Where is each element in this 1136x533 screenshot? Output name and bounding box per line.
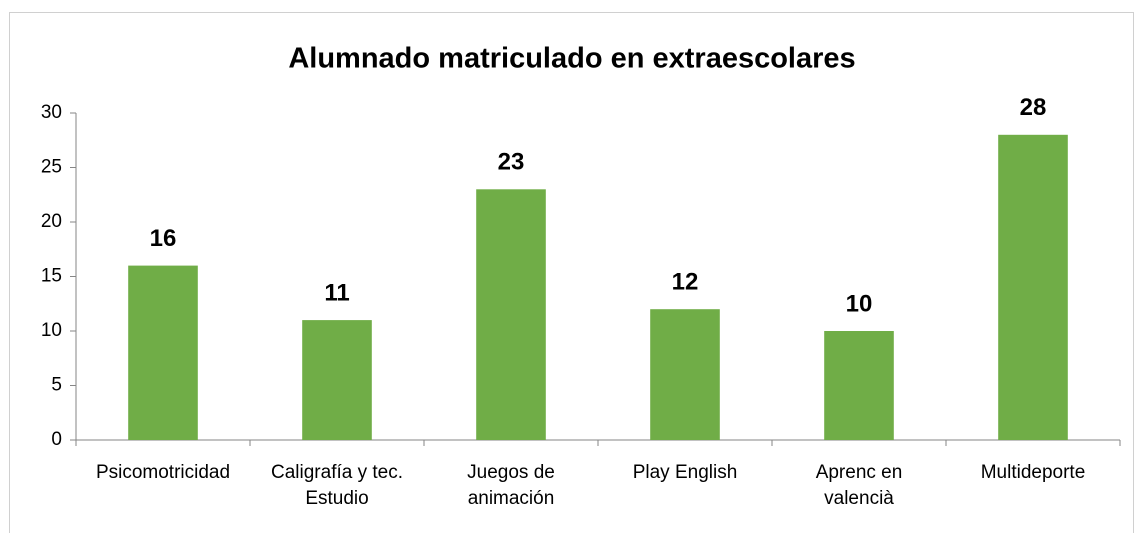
chart-border (9, 12, 1134, 533)
data-label: 10 (846, 290, 873, 317)
y-tick-label: 30 (41, 102, 62, 123)
y-tick-label: 20 (41, 211, 62, 232)
data-label: 11 (324, 279, 349, 306)
x-tick-label: Caligrafía y tec. Estudio (271, 462, 403, 509)
data-label: 28 (1020, 94, 1047, 121)
data-label: 12 (672, 269, 699, 296)
bar (128, 265, 198, 440)
data-label: 16 (150, 225, 177, 252)
x-tick-label: Play English (632, 462, 738, 483)
x-tick-label: Juegos de animación (467, 462, 555, 509)
data-label: 23 (498, 149, 525, 176)
y-tick-label: 0 (51, 429, 62, 450)
y-tick-label: 10 (41, 320, 62, 341)
bar (824, 331, 894, 440)
bar (650, 309, 720, 440)
y-tick-label: 15 (41, 266, 62, 287)
y-tick-label: 25 (41, 157, 62, 178)
bar (302, 320, 372, 440)
y-tick-label: 5 (51, 375, 62, 396)
chart-title: Alumnado matriculado en extraescolares (288, 43, 855, 75)
x-tick-label: Multideporte (980, 462, 1086, 483)
x-tick-label: Psicomotricidad (95, 462, 231, 483)
bar (476, 189, 546, 440)
bar (998, 134, 1068, 441)
x-tick-label: Aprenc en valencià (815, 462, 903, 509)
